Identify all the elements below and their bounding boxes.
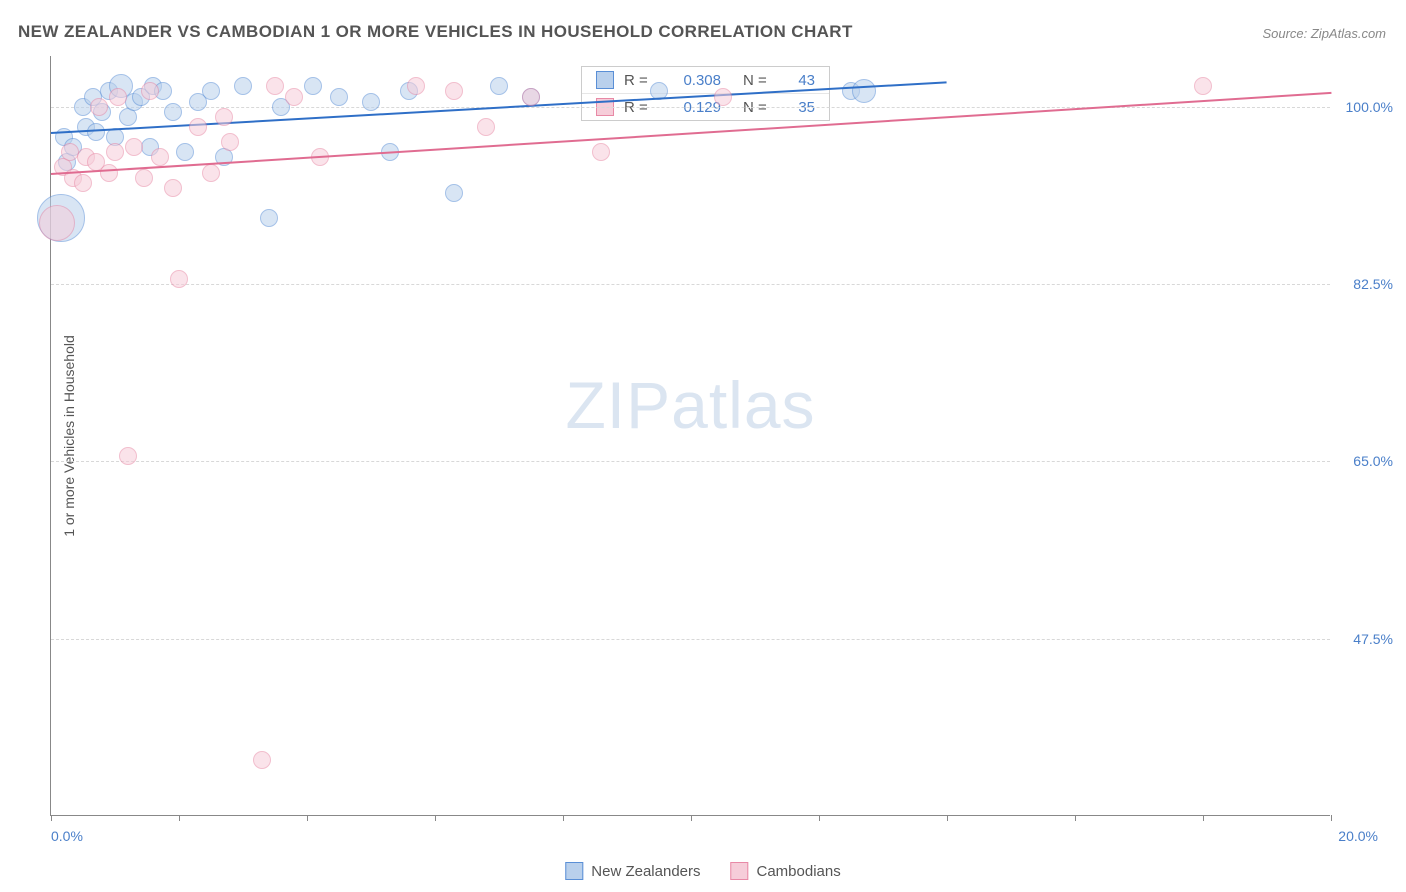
legend-label: Cambodians (757, 863, 841, 880)
watermark-atlas: atlas (671, 368, 815, 442)
data-point (253, 751, 271, 769)
data-point (164, 179, 182, 197)
correlation-legend: R =0.308N =43R =0.129N =35 (581, 66, 830, 121)
legend-n-value: 43 (785, 72, 815, 89)
gridline (51, 461, 1330, 462)
x-tick (819, 815, 820, 821)
data-point (176, 143, 194, 161)
data-point (304, 77, 322, 95)
data-point (215, 108, 233, 126)
data-point (234, 77, 252, 95)
watermark-zip: ZIP (565, 368, 671, 442)
y-tick-label: 100.0% (1346, 99, 1393, 115)
data-point (135, 169, 153, 187)
x-tick (51, 815, 52, 821)
data-point (125, 138, 143, 156)
series-legend: New Zealanders Cambodians (565, 862, 840, 880)
data-point (39, 205, 75, 241)
data-point (170, 270, 188, 288)
legend-swatch (731, 862, 749, 880)
legend-r-value: 0.308 (666, 72, 721, 89)
x-tick (1203, 815, 1204, 821)
y-tick-label: 82.5% (1353, 276, 1393, 292)
y-tick-label: 65.0% (1353, 453, 1393, 469)
legend-swatch (565, 862, 583, 880)
x-tick (307, 815, 308, 821)
x-tick (435, 815, 436, 821)
gridline (51, 107, 1330, 108)
data-point (74, 174, 92, 192)
data-point (445, 82, 463, 100)
data-point (407, 77, 425, 95)
data-point (141, 82, 159, 100)
x-tick (1331, 815, 1332, 821)
x-tick (691, 815, 692, 821)
gridline (51, 639, 1330, 640)
legend-n-label: N = (743, 72, 775, 89)
data-point (330, 88, 348, 106)
data-point (1194, 77, 1212, 95)
chart-title: NEW ZEALANDER VS CAMBODIAN 1 OR MORE VEH… (18, 22, 853, 42)
x-axis-min-label: 0.0% (51, 828, 83, 844)
data-point (100, 164, 118, 182)
source-attrib: Source: ZipAtlas.com (1262, 26, 1386, 41)
data-point (221, 133, 239, 151)
data-point (266, 77, 284, 95)
data-point (490, 77, 508, 95)
x-tick (563, 815, 564, 821)
data-point (202, 164, 220, 182)
data-point (522, 88, 540, 106)
data-point (119, 447, 137, 465)
data-point (477, 118, 495, 136)
data-point (151, 148, 169, 166)
data-point (189, 118, 207, 136)
legend-item: Cambodians (731, 862, 841, 880)
x-tick (179, 815, 180, 821)
legend-label: New Zealanders (591, 863, 700, 880)
x-tick (947, 815, 948, 821)
data-point (285, 88, 303, 106)
data-point (87, 123, 105, 141)
data-point (592, 143, 610, 161)
data-point (202, 82, 220, 100)
y-axis-label: 1 or more Vehicles in Household (61, 335, 77, 537)
data-point (852, 79, 876, 103)
legend-item: New Zealanders (565, 862, 700, 880)
data-point (714, 88, 732, 106)
plot-area: ZIPatlas 1 or more Vehicles in Household… (50, 56, 1330, 816)
y-tick-label: 47.5% (1353, 631, 1393, 647)
watermark: ZIPatlas (565, 367, 815, 443)
gridline (51, 284, 1330, 285)
legend-swatch (596, 71, 614, 89)
x-axis-max-label: 20.0% (1338, 828, 1378, 844)
data-point (164, 103, 182, 121)
x-tick (1075, 815, 1076, 821)
data-point (106, 143, 124, 161)
data-point (260, 209, 278, 227)
data-point (445, 184, 463, 202)
data-point (362, 93, 380, 111)
data-point (90, 98, 108, 116)
data-point (109, 88, 127, 106)
